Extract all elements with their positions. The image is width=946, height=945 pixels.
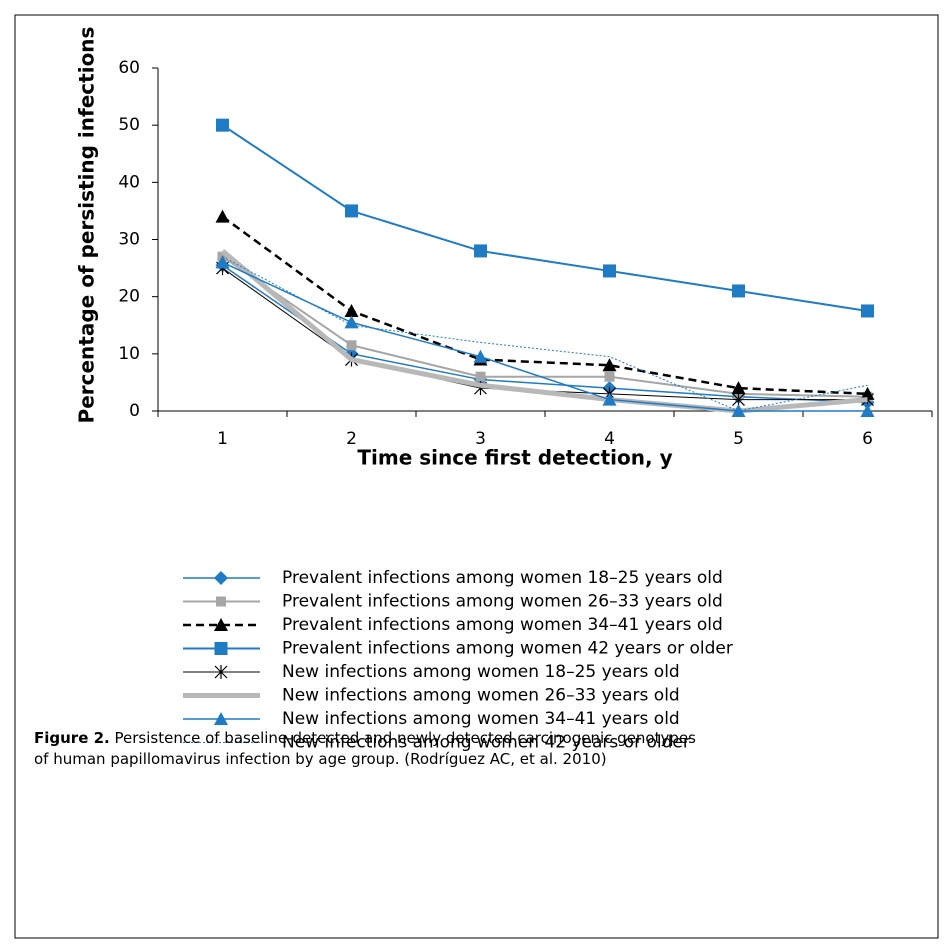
y-axis-title: Percentage of persisting infections <box>75 27 99 424</box>
caption: Figure 2. Persistence of baseline-detect… <box>34 728 714 770</box>
series-line <box>221 215 868 396</box>
marker <box>731 381 746 395</box>
marker <box>215 209 230 223</box>
legend-marker <box>216 596 226 607</box>
x-tick-label: 4 <box>604 429 615 449</box>
legend-marker <box>214 712 228 725</box>
series-line <box>221 124 868 312</box>
caption-text: Persistence of baseline-detected and new… <box>34 729 696 768</box>
x-axis-title: Time since first detection, y <box>357 446 672 470</box>
marker <box>861 304 874 318</box>
marker <box>602 392 617 406</box>
x-tick-label: 3 <box>475 429 486 449</box>
marker <box>602 358 617 372</box>
series-line <box>220 249 868 414</box>
marker <box>344 303 359 317</box>
legend-label: New infections among women 42 years or o… <box>282 733 690 753</box>
legend-label: Prevalent infections among women 42 year… <box>282 639 733 659</box>
y-tick-label: 40 <box>118 172 140 192</box>
series-line <box>221 255 868 398</box>
legend-label: Prevalent infections among women 26–33 y… <box>282 592 723 612</box>
legend-marker <box>214 571 228 585</box>
marker <box>860 404 875 417</box>
caption-label: Figure 2. <box>34 729 110 747</box>
y-tick-label: 20 <box>118 287 140 307</box>
legend-marker <box>214 642 228 655</box>
legend-label: New infections among women 26–33 years o… <box>282 686 680 706</box>
y-tick-label: 50 <box>118 115 140 135</box>
y-tick-label: 60 <box>118 58 140 78</box>
marker <box>345 204 358 218</box>
marker <box>473 349 488 363</box>
legend-label: New infections among women 18–25 years o… <box>282 662 680 682</box>
y-tick-label: 0 <box>129 401 140 421</box>
legend-label: Prevalent infections among women 34–41 y… <box>282 615 723 635</box>
marker <box>475 371 486 382</box>
legend-marker <box>214 618 228 631</box>
marker <box>474 244 487 258</box>
legend-marker <box>214 665 228 679</box>
marker <box>604 371 615 382</box>
series-line <box>222 261 868 412</box>
marker <box>346 340 357 351</box>
frame <box>14 14 939 939</box>
legend-label: Prevalent infections among women 18–25 y… <box>282 568 723 588</box>
x-tick-label: 6 <box>862 429 873 449</box>
x-tick-label: 2 <box>346 429 357 449</box>
marker <box>603 264 616 278</box>
y-tick-label: 10 <box>118 344 140 364</box>
marker <box>344 315 359 329</box>
marker <box>215 255 230 269</box>
legend-label: New infections among women 34–41 years o… <box>282 709 680 729</box>
x-tick-label: 1 <box>217 429 228 449</box>
series-line <box>222 256 868 412</box>
x-tick-label: 5 <box>733 429 744 449</box>
marker <box>216 118 229 132</box>
marker <box>732 284 745 298</box>
y-tick-label: 30 <box>118 230 140 250</box>
